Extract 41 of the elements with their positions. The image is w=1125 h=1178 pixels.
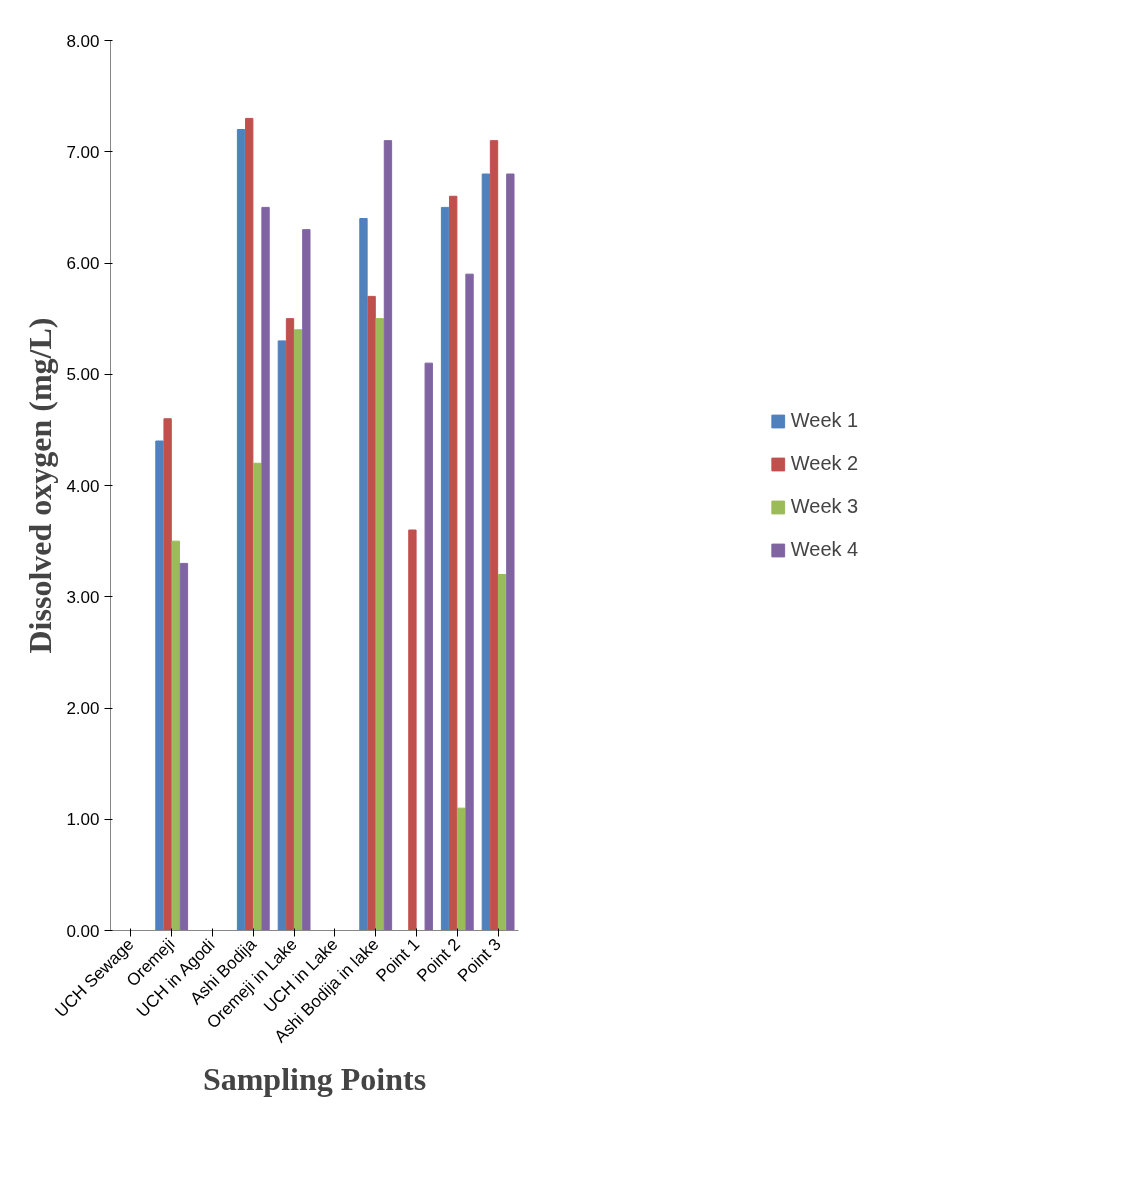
bar: [440, 206, 450, 931]
bar: [245, 117, 254, 931]
bar: [506, 173, 515, 931]
y-tick-label: 2.00: [66, 699, 100, 718]
y-axis-title: Dissolved oxygen (mg/L): [22, 317, 59, 654]
bar: [481, 173, 491, 931]
bar: [465, 273, 474, 931]
y-tick-label: 1.00: [66, 810, 100, 830]
bar: [171, 540, 180, 931]
bar: [498, 574, 507, 931]
x-axis-title: Sampling Points: [202, 1061, 427, 1098]
bar: [163, 418, 172, 931]
bar: [236, 129, 246, 931]
legend-label: Week 4: [790, 538, 859, 561]
bar: [449, 195, 458, 931]
y-tick-label: 3.00: [66, 587, 100, 607]
bar: [367, 295, 376, 931]
bar: [261, 206, 270, 931]
y-tick-label: 5.00: [66, 365, 100, 385]
bar: [155, 440, 164, 931]
legend-label: Week 3: [790, 495, 859, 518]
bar: [285, 318, 295, 931]
bar: [253, 462, 262, 931]
legend-label: Week 1: [790, 409, 859, 432]
bar: [408, 529, 417, 931]
bar: [375, 318, 384, 931]
bar: [277, 340, 287, 931]
bar: [302, 229, 311, 931]
y-tick-label: 8.00: [66, 31, 100, 51]
bar: [424, 362, 433, 931]
y-tick-label: 7.00: [66, 142, 100, 162]
y-tick-label: 4.00: [66, 476, 100, 496]
bar: [179, 562, 189, 931]
y-tick-label: 6.00: [66, 254, 100, 273]
y-tick-label: 0.00: [66, 921, 100, 941]
bar: [457, 807, 466, 931]
bar: [383, 140, 393, 931]
bar: [359, 218, 368, 931]
bar: [489, 140, 499, 931]
bar: [294, 329, 303, 931]
legend-label: Week 2: [790, 452, 859, 475]
